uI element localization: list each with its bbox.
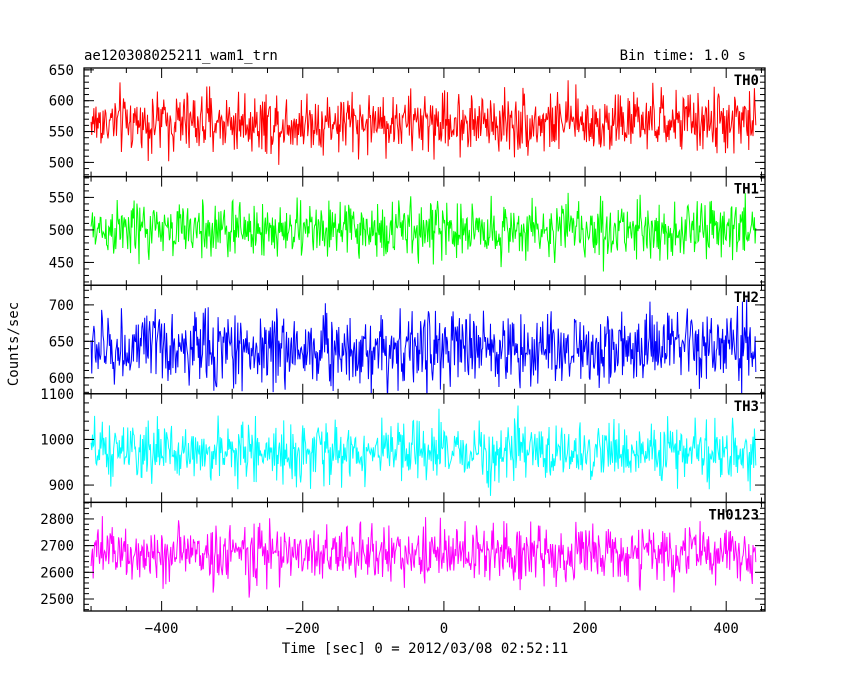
series-th0 (90, 80, 757, 165)
y-tick-label: 2800 (40, 512, 74, 528)
y-tick-label: 2500 (40, 592, 74, 608)
y-tick-label: 650 (49, 334, 74, 350)
y-tick-label: 1000 (40, 432, 74, 448)
y-tick-label: 1100 (40, 387, 74, 403)
y-tick-label: 500 (49, 223, 74, 239)
y-tick-label: 600 (49, 371, 74, 387)
y-tick-label: 500 (49, 155, 74, 171)
y-tick-label: 550 (49, 190, 74, 206)
panel-label-th1: TH1 (734, 182, 759, 198)
chart-title-right: Bin time: 1.0 s (620, 48, 746, 64)
panel-label-th3: TH3 (734, 399, 759, 415)
y-tick-label: 2600 (40, 565, 74, 581)
y-tick-label: 2700 (40, 539, 74, 555)
panel-label-th0: TH0 (734, 73, 759, 89)
y-tick-label: 600 (49, 94, 74, 110)
series-th1 (90, 192, 757, 272)
series-th3 (90, 405, 757, 496)
x-tick-label: 400 (714, 621, 739, 637)
y-tick-label: 450 (49, 255, 74, 271)
x-tick-label: −400 (145, 621, 179, 637)
y-tick-label: 550 (49, 125, 74, 141)
panel-stack: TH0 500 550 600 650 TH1 450 500 550 TH2 600 650 700 T… (40, 63, 766, 637)
x-tick-label: 200 (572, 621, 597, 637)
series-th0123 (90, 516, 757, 598)
x-tick-label: 0 (440, 621, 448, 637)
panel-label-th0123: TH0123 (708, 507, 759, 523)
y-tick-label: 900 (49, 478, 74, 494)
series-th2 (90, 299, 757, 394)
chart-title-left: ae120308025211_wam1_trn (84, 48, 278, 64)
x-axis-label: Time [sec] 0 = 2012/03/08 02:52:11 (282, 641, 569, 657)
panel-label-th2: TH2 (734, 290, 759, 306)
x-tick-label: −200 (286, 621, 320, 637)
y-tick-label: 650 (49, 63, 74, 79)
y-tick-label: 700 (49, 298, 74, 314)
y-axis-label: Counts/sec (6, 302, 22, 386)
